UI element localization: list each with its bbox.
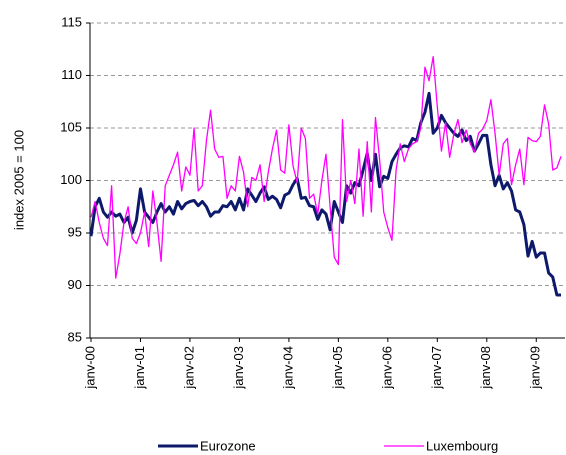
y-tick-label: 100 [60, 172, 82, 187]
y-axis-label: index 2005 = 100 [11, 130, 26, 230]
x-tick-label: janv-04 [280, 346, 295, 390]
x-tick-label: janv-07 [429, 346, 444, 390]
x-tick-label: janv-03 [231, 346, 246, 390]
legend-label: Luxembourg [426, 438, 498, 453]
x-tick-label: janv-05 [330, 346, 345, 390]
y-tick-label: 105 [60, 119, 82, 134]
data-line [90, 55, 562, 279]
x-tick-label: janv-09 [528, 346, 543, 390]
y-tick-label: 85 [68, 329, 82, 344]
x-tick-label: janv-01 [132, 346, 147, 390]
y-tick-label: 115 [61, 14, 82, 29]
y-tick-label: 95 [68, 224, 82, 239]
y-tick-label: 110 [61, 67, 82, 82]
legend-label: Eurozone [200, 438, 256, 453]
x-tick-label: janv-02 [181, 346, 196, 390]
x-tick-label: janv-08 [478, 346, 493, 390]
x-tick-label: janv-06 [379, 346, 394, 390]
y-tick-label: 90 [68, 277, 82, 292]
data-line [89, 91, 561, 297]
x-tick-label: janv-00 [82, 346, 97, 390]
